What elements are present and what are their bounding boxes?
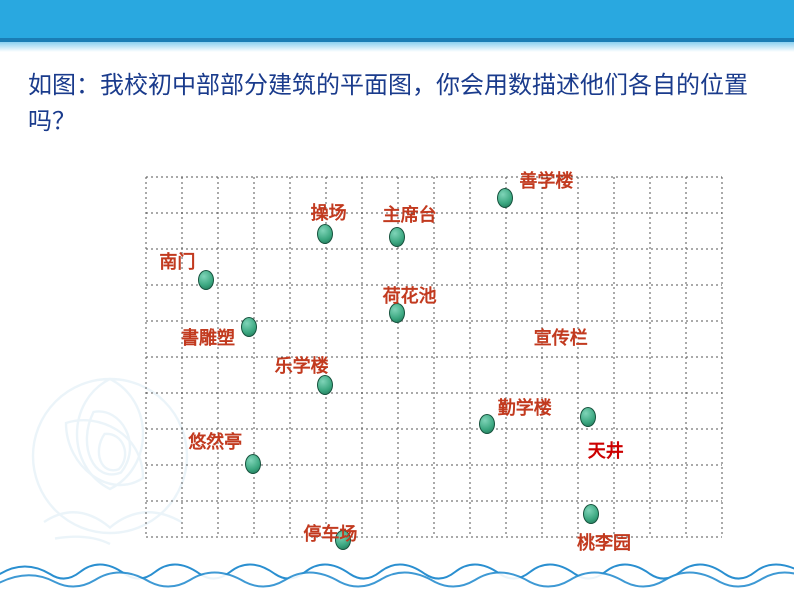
tianjing-label: 天井 — [588, 437, 624, 463]
wave-footer — [0, 536, 794, 596]
youranting-label: 悠然亭 — [188, 428, 242, 454]
lexue-label: 乐学楼 — [275, 352, 329, 378]
question-text: 如图：我校初中部部分建筑的平面图，你会用数描述他们各自的位置吗？ — [28, 68, 766, 140]
header-accent — [0, 42, 794, 52]
grid-lines — [145, 176, 723, 538]
nanmen-label: 南门 — [159, 248, 195, 274]
header-bar — [0, 0, 794, 42]
taoliyuan-label: 桃李园 — [577, 529, 631, 555]
youranting-point — [245, 454, 261, 474]
shanxue-label: 善学楼 — [519, 167, 573, 193]
hehuachi-label: 荷花池 — [383, 282, 437, 308]
tianjing-point — [580, 407, 596, 427]
caochang-point — [317, 224, 333, 244]
zhuxitai-label: 主席台 — [383, 201, 437, 227]
qinxue-label: 勤学楼 — [498, 394, 552, 420]
shudiaosu-label: 書雕塑 — [181, 324, 235, 350]
xuanchuan-label: 宣传栏 — [534, 324, 588, 350]
map-grid: 善学楼操场主席台南门荷花池書雕塑乐学楼宣传栏勤学楼悠然亭天井停车场桃李园 — [145, 176, 723, 540]
shanxue-point — [497, 188, 513, 208]
tingche-label: 停车场 — [303, 520, 357, 546]
caochang-label: 操场 — [311, 199, 347, 225]
